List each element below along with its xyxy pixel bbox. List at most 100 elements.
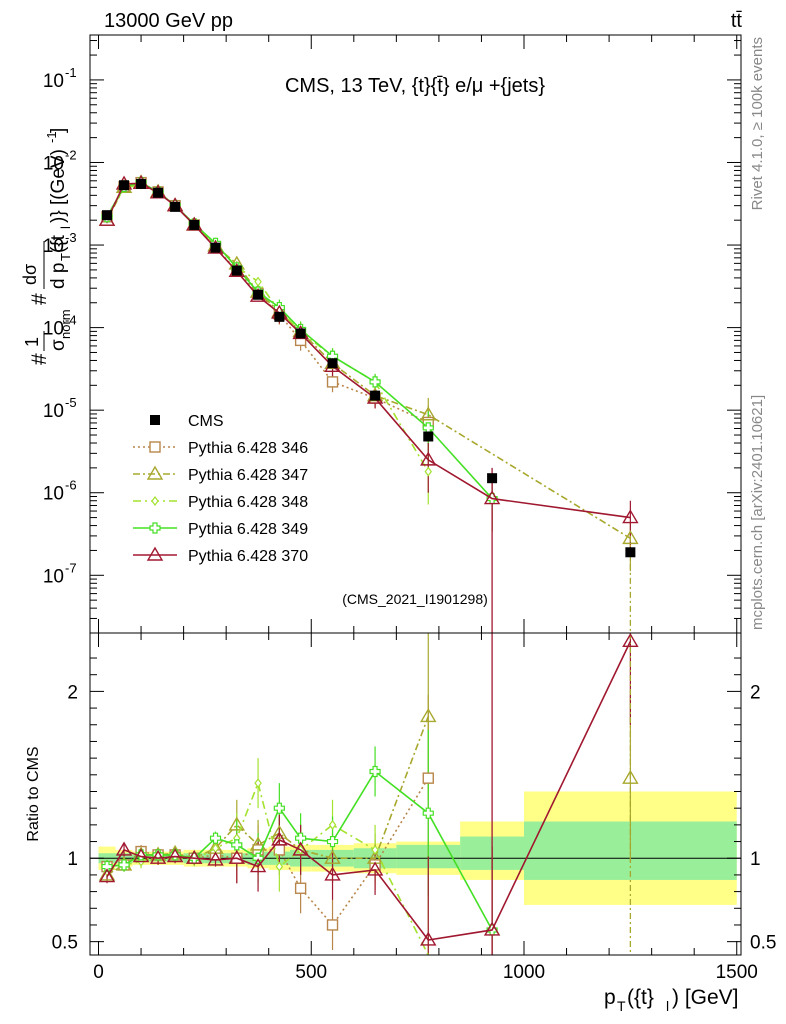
svg-text:) [GeV]: ) [GeV] [672, 986, 739, 1009]
ratio-point-p370 [186, 849, 203, 864]
ratio-point-p347 [420, 708, 437, 723]
rivet-label: Rivet 4.1.0, ≥ 100k events [749, 37, 766, 210]
legend-label: CMS [188, 413, 224, 430]
svg-text:p: p [604, 986, 616, 1009]
data-point-cms [153, 187, 164, 198]
data-point-cms [189, 219, 200, 230]
x-tick-label: 0 [93, 962, 104, 983]
y-tick-base: 10 [43, 319, 64, 340]
ratio-point-p348 [275, 861, 284, 872]
legend-marker [151, 496, 159, 506]
y-tick-label: 10 -3 [43, 230, 77, 257]
x-tick-label: 1000 [503, 962, 545, 983]
point-p347 [420, 406, 437, 421]
data-point-cms [423, 431, 434, 442]
svg-text:#: # [28, 293, 51, 305]
ratio-point-p349 [101, 860, 113, 873]
svg-text:]: ] [48, 128, 69, 133]
ratio-point-p346 [326, 919, 339, 931]
ratio-point-p349 [295, 832, 307, 844]
svg-text:#: # [28, 353, 51, 365]
legend-label: Pythia 6.428 349 [188, 521, 308, 538]
data-point-cms [119, 180, 130, 191]
ratio-line-p347 [106, 716, 430, 876]
y-tick-exp: -5 [65, 395, 77, 410]
svg-text:l: l [666, 998, 669, 1014]
y-tick-label-right: 2 [750, 682, 761, 703]
point-p370 [622, 509, 639, 524]
data-point-cms [136, 178, 147, 189]
y-tick-exp: -1 [65, 65, 77, 80]
ratio-point-p347 [228, 816, 246, 831]
legend-marker-cms [150, 415, 160, 425]
legend-label: Pythia 6.428 346 [188, 440, 308, 457]
ratio-point-p347 [271, 824, 288, 839]
ratio-point-p370 [115, 841, 133, 856]
ratio-point-p349 [369, 765, 381, 778]
y-tick-base: 10 [43, 236, 64, 257]
x-axis-label: p T ({t} l ) [GeV] [604, 986, 739, 1014]
ratio-panel: 0 500 1000 1500 0.5 0.5 1 1 2 2 Ratio to CMS p T … [25, 632, 776, 1014]
data-point-cms [274, 311, 285, 322]
ratio-point-p349 [422, 807, 434, 819]
main-series [98, 174, 639, 558]
ratio-series [98, 632, 639, 956]
ratio-point-p349 [209, 832, 222, 844]
ratio-point-p347 [622, 769, 639, 784]
data-point-cms [625, 547, 636, 558]
uncertainty-bands [98, 791, 737, 905]
data-point-cms [370, 390, 381, 401]
ratio-point-p370 [483, 921, 501, 936]
svg-text:dσ: dσ [20, 264, 40, 285]
legend: CMS Pythia 6.428 346 Pythia 6.428 347 Pythi… [133, 413, 308, 565]
ratio-point-p370 [207, 851, 224, 866]
svg-text:({t: ({t [48, 234, 69, 253]
ratio-line-p370 [106, 640, 632, 941]
ratio-frame [89, 632, 742, 956]
main-frame [89, 34, 742, 634]
ratio-point-p370 [249, 858, 267, 873]
series-line-p348 [106, 183, 429, 473]
data-point-cms [295, 328, 306, 339]
ratio-point-p349 [152, 849, 164, 861]
ratio-point-p370 [292, 841, 309, 856]
ratio-point-p346 [294, 882, 307, 894]
data-point-cms [210, 242, 221, 253]
point-p349 [369, 376, 381, 388]
point-p347 [622, 529, 639, 545]
y-tick-label: 10 -5 [43, 395, 77, 422]
ratio-point-p347 [249, 836, 267, 851]
legend-marker [149, 441, 161, 453]
y-tick-base: 10 [43, 401, 64, 422]
x-tick-label: 500 [295, 962, 327, 983]
data-point-cms [327, 358, 338, 369]
data-point-cms [253, 289, 264, 300]
y-tick-label: 10 -2 [43, 147, 77, 174]
ratio-point-p370 [324, 866, 341, 881]
data-point-cms [170, 201, 181, 212]
svg-text:1: 1 [22, 337, 42, 347]
svg-text:)} [(GeV): )} [(GeV) [48, 149, 69, 223]
point-p348 [424, 466, 433, 477]
y-tick-label-right: 1 [750, 849, 761, 870]
point-p346 [326, 376, 339, 388]
series-line-p347 [106, 181, 631, 540]
y-axis-label: # 1 σ norm # dσ d p T ({t l )} [(GeV) -1… [20, 128, 73, 365]
mcplots-label: mcplots.cern.ch [arXiv:2401.10621] [749, 395, 766, 630]
legend-marker [146, 546, 164, 561]
ratio-point-p370 [228, 849, 246, 864]
point-p370 [483, 490, 501, 505]
x-tick-label: 1500 [716, 962, 758, 983]
y-tick-label: 2 [67, 682, 78, 703]
svg-text:norm: norm [58, 309, 73, 339]
ratio-point-p349 [273, 802, 285, 814]
ratio-point-p348 [328, 819, 337, 830]
legend-label: Pythia 6.428 370 [188, 548, 308, 565]
ratio-point-p370 [98, 868, 116, 883]
svg-text:T: T [58, 253, 73, 261]
y-tick-exp: -7 [65, 560, 77, 575]
ratio-point-p370 [622, 632, 639, 648]
ratio-point-p370 [149, 849, 167, 864]
collision-label: 13000 GeV pp [104, 10, 233, 32]
main-axes: 10-710-610-510-410-310-210-1 [43, 35, 741, 634]
